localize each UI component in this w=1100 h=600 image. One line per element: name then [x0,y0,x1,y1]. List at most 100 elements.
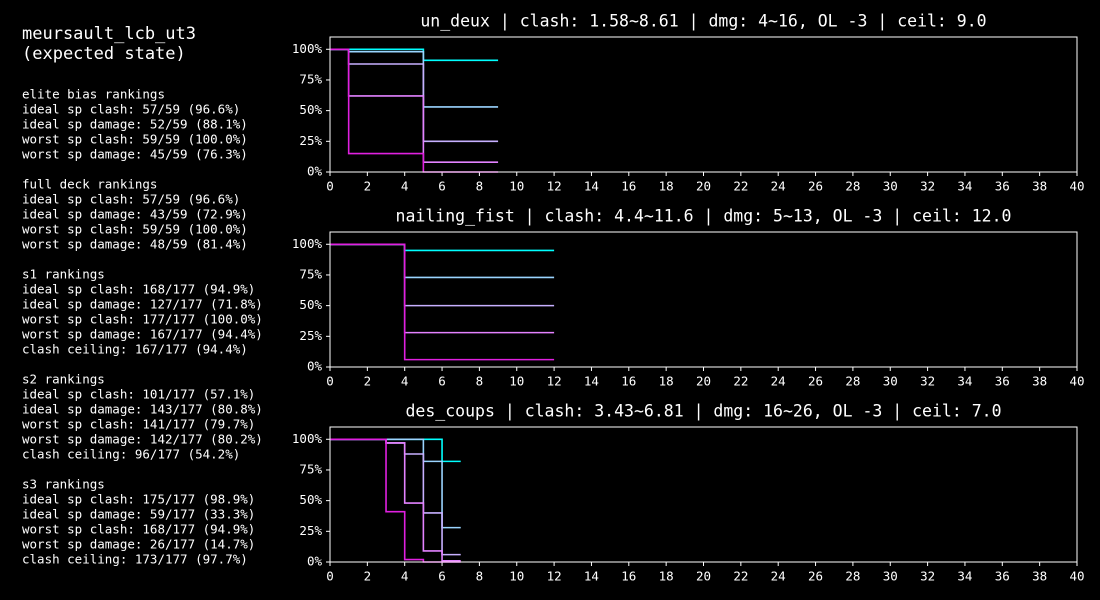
x-tick-label: 34 [957,374,972,389]
x-tick-label: 8 [476,569,484,584]
stat-line: ideal sp damage: 59/177 (33.3%) [22,507,255,522]
x-tick-label: 36 [995,569,1010,584]
x-tick-label: 10 [509,569,524,584]
chart: un_deux | clash: 1.58~8.61 | dmg: 4~16, … [292,12,1085,194]
stat-line: ideal sp clash: 57/59 (96.6%) [22,102,240,117]
x-tick-label: 12 [547,179,562,194]
stat-line: ideal sp damage: 127/177 (71.8%) [22,297,263,312]
x-tick-label: 12 [547,569,562,584]
x-tick-label: 24 [771,374,786,389]
x-tick-label: 24 [771,569,786,584]
y-tick-label: 75% [299,71,322,86]
x-tick-label: 30 [883,374,898,389]
y-tick-label: 100% [292,41,323,56]
step-line [330,48,499,173]
x-tick-label: 16 [621,569,636,584]
chart-title: des_coups | clash: 3.43~6.81 | dmg: 16~2… [405,402,1001,421]
stat-line: clash ceiling: 173/177 (97.7%) [22,552,248,567]
x-tick-label: 2 [364,569,372,584]
x-tick-label: 4 [401,569,409,584]
x-tick-label: 26 [808,179,823,194]
x-tick-label: 20 [696,374,711,389]
stat-line: worst sp clash: 59/59 (100.0%) [22,222,248,237]
x-tick-label: 28 [845,569,860,584]
section-heading: s3 rankings [22,477,105,492]
stat-line: ideal sp damage: 43/59 (72.9%) [22,207,248,222]
stat-line: worst sp damage: 45/59 (76.3%) [22,147,248,162]
stat-line: worst sp damage: 167/177 (94.4%) [22,327,263,342]
x-tick-label: 22 [733,569,748,584]
x-tick-label: 18 [659,179,674,194]
y-tick-label: 75% [299,266,322,281]
x-tick-label: 38 [1032,179,1047,194]
x-tick-label: 34 [957,179,972,194]
axes-frame [329,426,1078,563]
stat-line: worst sp clash: 177/177 (100.0%) [22,312,263,327]
chart-title: un_deux | clash: 1.58~8.61 | dmg: 4~16, … [420,12,986,31]
x-tick-label: 18 [659,374,674,389]
stat-line: ideal sp clash: 168/177 (94.9%) [22,282,255,297]
x-tick-label: 2 [364,179,372,194]
stat-line: ideal sp damage: 52/59 (88.1%) [22,117,248,132]
chart: nailing_fist | clash: 4.4~11.6 | dmg: 5~… [292,207,1085,389]
step-line [330,438,461,563]
step-line [330,243,555,252]
x-tick-label: 32 [920,374,935,389]
x-tick-label: 36 [995,179,1010,194]
x-tick-label: 8 [476,179,484,194]
y-tick-label: 75% [299,461,322,476]
stat-line: clash ceiling: 96/177 (54.2%) [22,447,240,462]
x-tick-label: 24 [771,179,786,194]
x-tick-label: 38 [1032,569,1047,584]
y-tick-label: 0% [307,359,323,374]
y-tick-label: 50% [299,102,322,117]
step-line [330,243,555,361]
stat-line: clash ceiling: 167/177 (94.4%) [22,342,248,357]
x-tick-label: 16 [621,374,636,389]
x-tick-label: 36 [995,374,1010,389]
chart-title: nailing_fist | clash: 4.4~11.6 | dmg: 5~… [396,207,1012,226]
x-tick-label: 38 [1032,374,1047,389]
x-tick-label: 12 [547,374,562,389]
x-tick-label: 10 [509,179,524,194]
axes-frame [329,36,1078,173]
y-tick-label: 50% [299,492,322,507]
x-tick-label: 40 [1069,374,1084,389]
x-tick-label: 34 [957,569,972,584]
panel-title: meursault_lcb_ut3 [22,24,196,44]
x-tick-label: 0 [326,374,334,389]
step-line [330,438,461,562]
x-tick-label: 18 [659,569,674,584]
step-line [330,438,461,529]
x-tick-label: 0 [326,179,334,194]
section-heading: s1 rankings [22,267,105,282]
y-tick-label: 25% [299,328,322,343]
stat-line: worst sp clash: 168/177 (94.9%) [22,522,255,537]
stat-line: ideal sp damage: 143/177 (80.8%) [22,402,263,417]
stat-line: worst sp clash: 59/59 (100.0%) [22,132,248,147]
y-tick-label: 100% [292,236,323,251]
section-heading: elite bias rankings [22,87,165,102]
x-tick-label: 10 [509,374,524,389]
x-tick-label: 32 [920,569,935,584]
x-tick-label: 6 [438,374,446,389]
x-tick-label: 40 [1069,569,1084,584]
step-line [330,243,555,307]
x-tick-label: 28 [845,374,860,389]
stat-line: worst sp clash: 141/177 (79.7%) [22,417,255,432]
x-tick-label: 28 [845,179,860,194]
x-tick-label: 0 [326,569,334,584]
x-tick-label: 16 [621,179,636,194]
chart: des_coups | clash: 3.43~6.81 | dmg: 16~2… [292,402,1085,584]
x-tick-label: 30 [883,569,898,584]
x-tick-label: 40 [1069,179,1084,194]
x-tick-label: 22 [733,374,748,389]
y-tick-label: 100% [292,431,323,446]
stat-line: worst sp damage: 142/177 (80.2%) [22,432,263,447]
y-tick-label: 50% [299,297,322,312]
x-tick-label: 32 [920,179,935,194]
x-tick-label: 20 [696,569,711,584]
stat-line: ideal sp clash: 57/59 (96.6%) [22,192,240,207]
